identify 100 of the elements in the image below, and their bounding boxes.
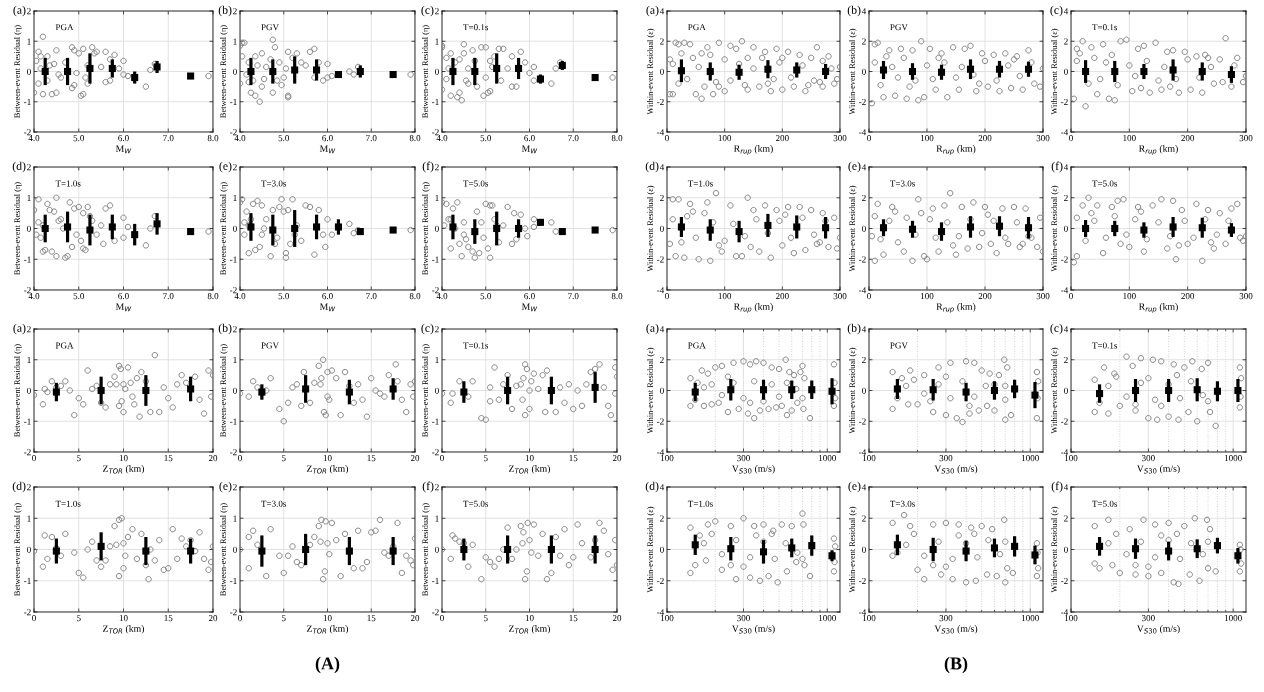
y-tick-label: 1 (233, 356, 237, 363)
x-tick-label: 1000 (819, 615, 836, 622)
x-tick-label: 0 (238, 455, 242, 462)
x-axis-title: Z$_{TOR}$ (km) (307, 465, 348, 474)
x-axis-title: V$_{S30}$ (m/s) (1136, 625, 1180, 634)
y-tick-label: -4 (657, 287, 665, 294)
y-axis-title: Within-event Residual (ε) (647, 185, 655, 272)
y-tick-label: 2 (1064, 356, 1068, 363)
chart-title: (a) (646, 5, 659, 17)
x-tick-label: 7.0 (163, 135, 174, 142)
y-tick-label: -4 (657, 449, 665, 456)
y-tick-label: -2 (432, 449, 439, 456)
y-tick-label: 2 (233, 164, 237, 171)
y-tick-label: 0 (435, 68, 439, 75)
x-tick-label: 5 (282, 615, 286, 622)
x-tick-label: 5 (484, 455, 488, 462)
x-tick-label: 6.0 (524, 293, 535, 300)
x-tick-label: 7.0 (568, 135, 579, 142)
x-tick-label: 8.0 (207, 293, 219, 300)
y-axis-title: Within-event Residual (ε) (1051, 347, 1059, 434)
y-tick-label: 1 (435, 194, 439, 201)
chart-title: (a) (13, 323, 26, 335)
x-axis-title: V$_{S30}$ (m/s) (731, 465, 775, 474)
annotation: PGA (55, 342, 74, 349)
annotation: T=0.1s (1092, 24, 1118, 31)
x-tick-label: 6.0 (322, 135, 333, 142)
x-tick-label: 300 (833, 293, 847, 300)
annotation: PGA (688, 342, 706, 349)
y-tick-label: -2 (24, 449, 31, 456)
x-tick-label: 20 (410, 615, 420, 622)
y-tick-label: 0 (435, 225, 439, 232)
y-tick-label: 0 (660, 225, 664, 232)
x-axis-title: R$_{rup}$ (km) (733, 145, 773, 155)
x-tick-label: 4.0 (234, 293, 246, 300)
chart-title: (f) (422, 481, 434, 493)
x-tick-label: 200 (1181, 135, 1195, 142)
x-tick-label: 5.0 (480, 135, 492, 142)
y-tick-label: -2 (1061, 98, 1068, 105)
y-tick-label: -2 (859, 418, 866, 425)
y-tick-label: 1 (233, 194, 237, 201)
x-axis-title: V$_{S30}$ (m/s) (934, 465, 978, 474)
y-tick-label: 2 (862, 38, 866, 45)
y-tick-label: 2 (660, 356, 664, 363)
chart-title: (c) (1050, 323, 1063, 335)
chart-title: (f) (1051, 161, 1063, 173)
chart-title: (e) (219, 161, 232, 173)
x-tick-label: 20 (208, 455, 218, 462)
y-tick-label: -1 (24, 577, 31, 584)
y-tick-label: 4 (1063, 164, 1069, 171)
annotation: T=0.1s (463, 342, 489, 349)
y-tick-label: 4 (861, 164, 867, 171)
y-tick-label: -4 (859, 287, 867, 294)
y-tick-label: -1 (230, 577, 237, 584)
x-tick-label: 15 (569, 455, 578, 462)
y-tick-label: 2 (862, 515, 866, 522)
x-tick-label: 6.0 (322, 293, 333, 300)
x-tick-label: 200 (775, 135, 789, 142)
y-tick-label: 1 (233, 515, 237, 522)
annotation: T=5.0s (463, 180, 489, 187)
y-tick-label: 4 (1063, 8, 1069, 15)
y-tick-label: -4 (1061, 287, 1069, 294)
x-tick-label: 6.0 (118, 135, 129, 142)
y-tick-label: 4 (1063, 326, 1069, 333)
x-tick-label: 1000 (1022, 615, 1039, 622)
x-tick-label: 5 (484, 615, 488, 622)
annotation: PGV (890, 24, 908, 31)
y-axis-title: Within-event Residual (ε) (647, 28, 655, 115)
x-axis-title: R$_{rup}$ (km) (936, 303, 976, 313)
y-tick-label: 1 (435, 515, 439, 522)
x-tick-label: 300 (1239, 293, 1253, 300)
y-tick-label: 2 (1064, 194, 1068, 201)
y-tick-label: 2 (233, 326, 237, 333)
y-tick-label: 0 (1064, 546, 1068, 553)
x-tick-label: 4.0 (436, 135, 448, 142)
annotation: T=1.0s (687, 500, 713, 507)
x-tick-label: 200 (978, 135, 992, 142)
y-tick-label: 4 (659, 8, 665, 15)
x-tick-label: 15 (569, 615, 578, 622)
y-tick-label: 2 (435, 164, 439, 171)
annotation: PGA (688, 24, 706, 31)
x-tick-label: 200 (1181, 293, 1195, 300)
chart-title: (b) (218, 323, 232, 335)
annotation: T=0.1s (1092, 342, 1118, 349)
x-tick-label: 5.0 (278, 293, 290, 300)
x-tick-label: 10 (119, 615, 128, 622)
y-tick-label: -2 (432, 287, 439, 294)
y-tick-label: 2 (435, 326, 439, 333)
y-tick-label: 1 (27, 38, 31, 45)
y-tick-label: -2 (1061, 256, 1068, 263)
x-tick-label: 1000 (1224, 455, 1242, 462)
x-tick-label: 15 (164, 455, 173, 462)
y-tick-label: -2 (24, 609, 31, 616)
chart-title: (c) (421, 323, 434, 335)
y-tick-label: 2 (233, 484, 237, 491)
y-tick-label: 2 (1064, 515, 1068, 522)
y-tick-label: 0 (27, 68, 31, 75)
x-tick-label: 15 (164, 615, 173, 622)
y-tick-label: -1 (230, 98, 237, 105)
x-axis-title: Z$_{TOR}$ (km) (103, 625, 144, 634)
chart-title: (f) (1051, 481, 1063, 493)
